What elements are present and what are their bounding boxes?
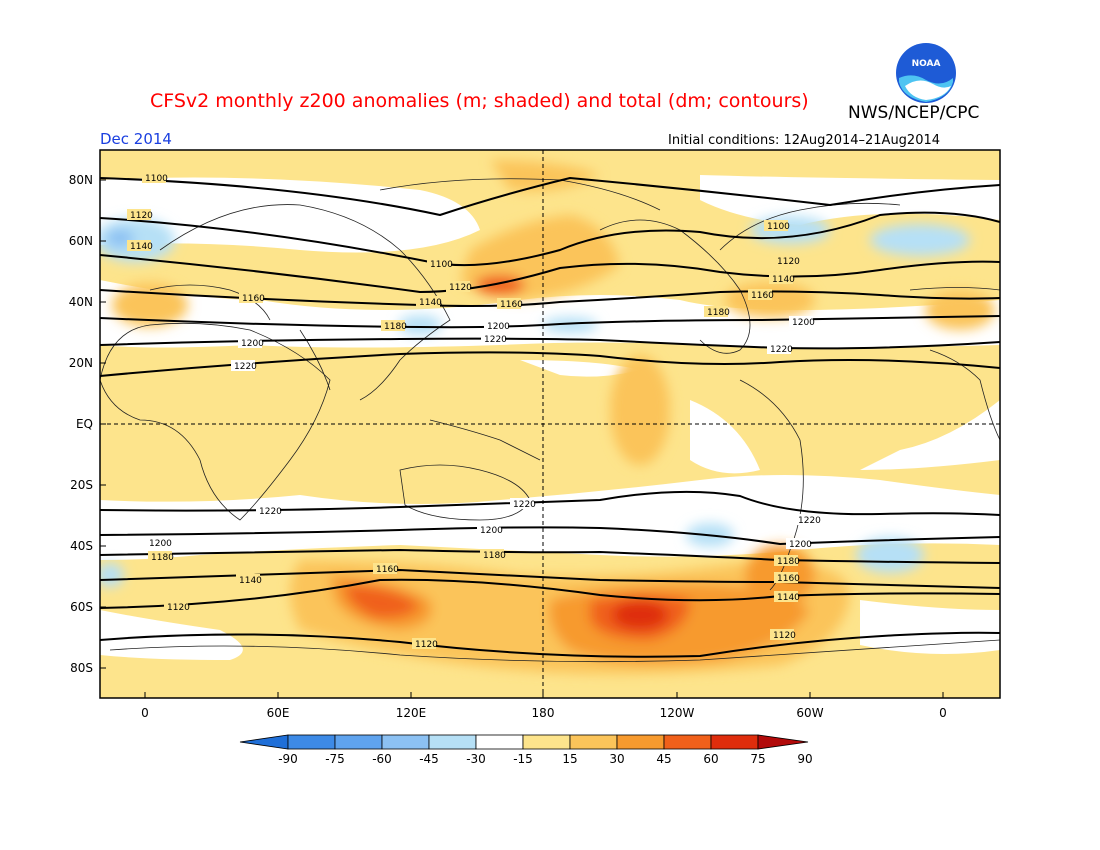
contour-label: 1200 [149, 539, 172, 549]
lon-label: 0 [141, 706, 149, 720]
lat-label: 60S [70, 600, 93, 614]
colorbar-swatch [334, 734, 383, 750]
latitude-ticks [100, 179, 106, 669]
colorbar-swatch [616, 734, 665, 750]
contour-label: 1200 [241, 339, 264, 349]
colorbar-tick-label: -15 [513, 752, 533, 766]
contour-label: 1140 [239, 576, 262, 586]
contour-label: 1200 [789, 540, 812, 550]
colorbar-tick-label: 60 [703, 752, 718, 766]
contour-label: 1140 [130, 242, 153, 252]
lat-label: 20N [69, 356, 93, 370]
forecast-month: Dec 2014 [100, 130, 172, 148]
contour-label: 1180 [483, 551, 506, 561]
contour-label: 1100 [430, 260, 453, 270]
contour-label: 1220 [513, 500, 536, 510]
lat-label: 40N [69, 295, 93, 309]
colorbar: -90 -75 -60 -45 -30 -15 15 30 45 60 75 90 [239, 734, 813, 766]
contour-label: 1180 [777, 557, 800, 567]
colorbar-swatch [381, 734, 430, 750]
lon-label: 60E [267, 706, 290, 720]
colorbar-arrow-low [239, 734, 289, 750]
longitude-labels: 0 60E 120E 180 120W 60W 0 [141, 706, 947, 720]
height-contours [100, 176, 1000, 658]
colorbar-swatch [569, 734, 618, 750]
contour-label: 1180 [707, 308, 730, 318]
latitude-labels: 80N 60N 40N 20N EQ 20S 40S 60S 80S [69, 173, 93, 675]
colorbar-swatch [287, 734, 336, 750]
colorbar-tick-label: -45 [419, 752, 439, 766]
contour-label: 1160 [376, 565, 399, 575]
contour-label: 1120 [449, 283, 472, 293]
contour-label: 1100 [767, 222, 790, 232]
colorbar-swatch [663, 734, 712, 750]
chart-title: CFSv2 monthly z200 anomalies (m; shaded)… [150, 90, 809, 112]
contour-label: 1220 [259, 507, 282, 517]
colorbar-tick-label: 75 [750, 752, 765, 766]
contour-label: 1120 [773, 631, 796, 641]
contour-label: 1180 [151, 553, 174, 563]
contour-label: 1200 [792, 318, 815, 328]
colorbar-swatch [428, 734, 477, 750]
coastlines [100, 178, 1000, 663]
contour-label: 1160 [777, 574, 800, 584]
lon-label: 60W [796, 706, 823, 720]
colorbar-tick-label: 45 [656, 752, 671, 766]
colorbar-tick-label: -30 [466, 752, 486, 766]
contour-label: 1220 [484, 335, 507, 345]
lat-label: 20S [70, 478, 93, 492]
noaa-logo-text: NOAA [912, 59, 941, 69]
agency-label: NWS/NCEP/CPC [848, 103, 980, 123]
contour-label: 1100 [145, 174, 168, 184]
longitude-ticks [144, 692, 944, 698]
contour-label: 1160 [751, 291, 774, 301]
contour-label: 1120 [415, 640, 438, 650]
lon-label: 180 [532, 706, 555, 720]
contour-label: 1220 [798, 516, 821, 526]
contour-label: 1120 [130, 211, 153, 221]
colorbar-tick-label: -75 [325, 752, 345, 766]
colorbar-tick-label: 15 [562, 752, 577, 766]
colorbar-swatch [475, 734, 524, 750]
lon-label: 0 [939, 706, 947, 720]
lat-label: 80N [69, 173, 93, 187]
contour-label: 1160 [500, 300, 523, 310]
neutral-anomaly-areas [100, 175, 1000, 660]
contour-label: 1220 [234, 362, 257, 372]
noaa-logo: NOAA [896, 43, 956, 103]
colorbar-tick-label: -90 [278, 752, 298, 766]
contour-label: 1180 [384, 322, 407, 332]
contour-label: 1160 [242, 294, 265, 304]
contour-labels: 1100 1100 1100 1120 1120 1120 1140 1140 … [127, 172, 821, 650]
colorbar-arrow-high [757, 734, 809, 750]
contour-label: 1140 [419, 298, 442, 308]
contour-label: 1120 [777, 257, 800, 267]
lon-label: 120E [396, 706, 427, 720]
colorbar-swatch [710, 734, 759, 750]
lat-label: 60N [69, 234, 93, 248]
colorbar-tick-label: -60 [372, 752, 392, 766]
contour-label: 1200 [487, 322, 510, 332]
colorbar-swatch [522, 734, 571, 750]
contour-label: 1140 [777, 593, 800, 603]
contour-label: 1140 [772, 275, 795, 285]
lat-label: 80S [70, 661, 93, 675]
initial-conditions: Initial conditions: 12Aug2014–21Aug2014 [668, 133, 941, 148]
contour-label: 1120 [167, 603, 190, 613]
lat-label: EQ [76, 417, 93, 431]
contour-label: 1200 [480, 526, 503, 536]
colorbar-tick-label: 90 [797, 752, 812, 766]
lat-label: 40S [70, 539, 93, 553]
lon-label: 120W [660, 706, 695, 720]
colorbar-tick-label: 30 [609, 752, 624, 766]
contour-label: 1220 [770, 345, 793, 355]
